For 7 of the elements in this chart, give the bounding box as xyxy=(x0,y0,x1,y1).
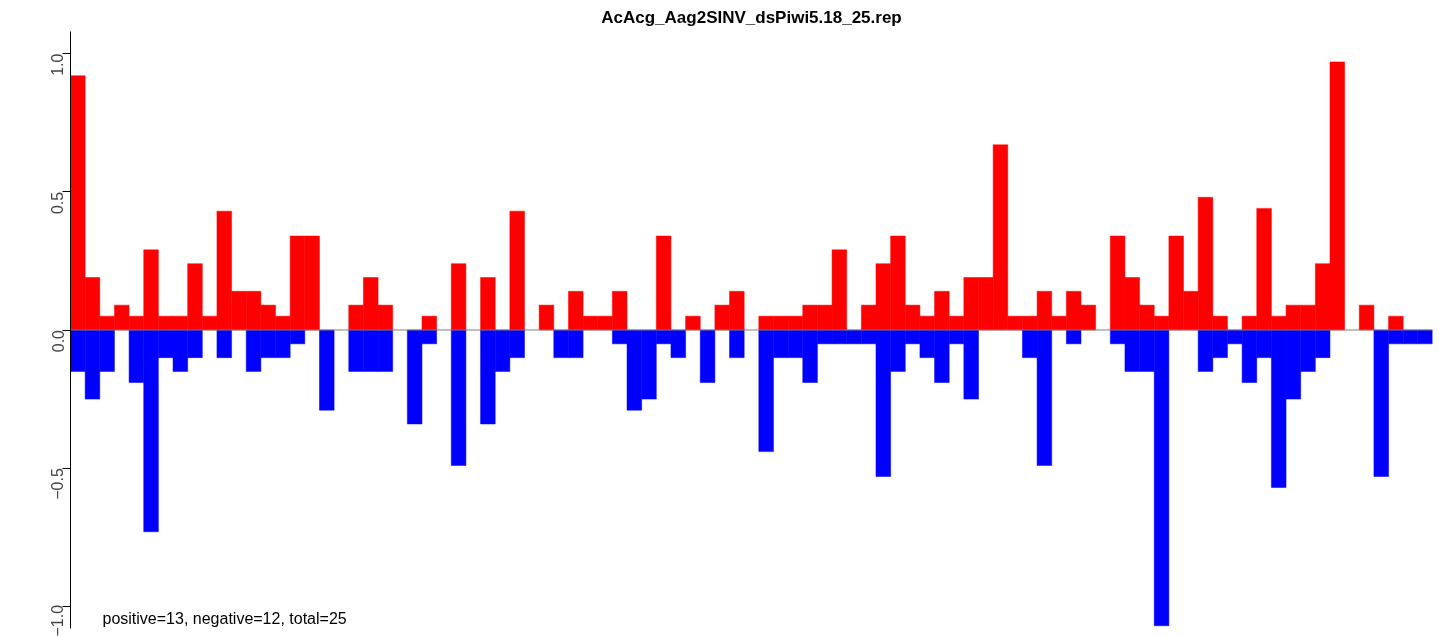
y-tick-label: 0.0 xyxy=(49,329,67,353)
annotation: positive=13, negative=12, total=25 xyxy=(102,609,347,627)
chart-title: AcAcg_Aag2SINV_dsPiwi5.18_25.rep xyxy=(601,7,902,27)
y-tick-label: −0.5 xyxy=(49,468,67,500)
y-tick-label: 0.5 xyxy=(49,191,67,215)
y-tick-label: 1.0 xyxy=(49,53,67,76)
y-tick-label: −1.0 xyxy=(49,604,67,636)
